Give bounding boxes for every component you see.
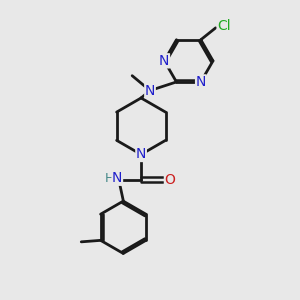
Text: N: N bbox=[136, 148, 146, 161]
Text: N: N bbox=[196, 75, 206, 89]
Text: N: N bbox=[159, 54, 169, 68]
Text: O: O bbox=[164, 173, 175, 187]
Text: H: H bbox=[105, 172, 114, 185]
Text: N: N bbox=[145, 84, 155, 98]
Text: N: N bbox=[112, 171, 122, 185]
Text: Cl: Cl bbox=[217, 20, 231, 33]
